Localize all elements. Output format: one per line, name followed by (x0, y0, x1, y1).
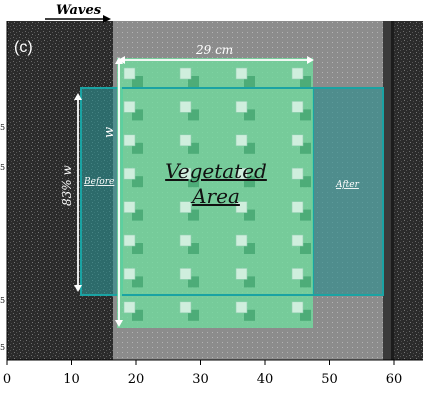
stem-shadow (244, 76, 255, 87)
waves-label: Waves (56, 3, 102, 18)
x-tick-label: 60 (386, 372, 403, 387)
stem-marker (291, 67, 304, 80)
waves-arrow (45, 15, 111, 23)
before-region (80, 87, 123, 296)
stem-shadow (132, 76, 143, 87)
stem-marker (235, 167, 248, 180)
stem-marker (179, 134, 192, 147)
stem-marker (179, 201, 192, 213)
stem-shadow (244, 243, 255, 254)
stem-shadow (188, 209, 199, 221)
x-tick-label: 10 (63, 372, 80, 387)
stem-marker (291, 201, 304, 213)
stem-shadow (244, 142, 255, 154)
w-label: w (102, 127, 117, 138)
left-tick-label: 5 (0, 296, 5, 305)
x-tick-label: 20 (128, 372, 145, 387)
stem-marker (123, 167, 136, 180)
height-arrow (74, 93, 82, 292)
stem-shadow (132, 142, 143, 154)
stem-marker (235, 301, 248, 314)
stem-shadow (132, 109, 143, 121)
stem-marker (291, 134, 304, 147)
stem-marker (123, 67, 136, 80)
stem-marker (291, 234, 304, 247)
stem-marker (123, 201, 136, 213)
after-label: After (335, 180, 360, 190)
stem-marker (123, 101, 136, 113)
after-region (312, 87, 384, 296)
stem-shadow (300, 109, 311, 121)
stem-marker (235, 67, 248, 80)
vegetated-label-line1: Vegetated (165, 159, 267, 183)
stem-markers (123, 67, 311, 321)
stem-shadow (132, 176, 143, 188)
stem-marker (291, 101, 304, 113)
vegetated-label-line2: Area (190, 184, 240, 208)
x-tick-label: 50 (321, 372, 338, 387)
left-tick-label: 5 (0, 163, 5, 172)
stem-shadow (300, 276, 311, 288)
w-arrow (115, 57, 123, 327)
stem-shadow (300, 243, 311, 254)
stem-marker (179, 234, 192, 247)
stem-shadow (188, 276, 199, 288)
stem-marker (291, 301, 304, 314)
stem-shadow (300, 209, 311, 221)
stem-shadow (132, 276, 143, 288)
x-tick-label: 40 (257, 372, 274, 387)
right-rail (383, 21, 391, 360)
width-arrow (118, 56, 314, 64)
stem-marker (179, 268, 192, 280)
stem-shadow (300, 142, 311, 154)
height-label: 83% w (60, 165, 74, 206)
x-axis: 0 10 20 30 40 50 60 (3, 21, 423, 387)
before-label: Before (83, 177, 114, 187)
panel-label: (c) (14, 39, 33, 56)
stem-marker (123, 234, 136, 247)
stem-shadow (244, 276, 255, 288)
x-tick-label: 30 (192, 372, 209, 387)
stem-shadow (132, 209, 143, 221)
stem-shadow (244, 209, 255, 221)
stem-marker (179, 67, 192, 80)
left-ticks: 5 5 5 5 (0, 123, 5, 352)
stem-shadow (244, 176, 255, 188)
stem-shadow (188, 243, 199, 254)
vegetated-region (117, 58, 313, 328)
stem-shadow (188, 309, 199, 321)
stem-shadow (188, 76, 199, 87)
stem-marker (179, 167, 192, 180)
stem-shadow (244, 309, 255, 321)
stem-shadow (300, 309, 311, 321)
stem-marker (123, 268, 136, 280)
stem-marker (235, 201, 248, 213)
stem-marker (291, 268, 304, 280)
stem-marker (179, 301, 192, 314)
stem-marker (235, 134, 248, 147)
stem-shadow (132, 243, 143, 254)
stem-shadow (300, 76, 311, 87)
stem-marker (235, 234, 248, 247)
left-tick-label: 5 (0, 123, 5, 132)
right-rail-edge (391, 21, 394, 360)
stem-marker (291, 167, 304, 180)
width-label: 29 cm (195, 43, 233, 57)
x-tick-label: 0 (3, 372, 11, 387)
stem-shadow (244, 109, 255, 121)
stem-marker (179, 101, 192, 113)
left-tick-label: 5 (0, 343, 5, 352)
stem-shadow (132, 309, 143, 321)
stem-marker (123, 301, 136, 314)
stem-shadow (300, 176, 311, 188)
stem-marker (235, 101, 248, 113)
stem-marker (235, 268, 248, 280)
stem-marker (123, 134, 136, 147)
stem-shadow (188, 142, 199, 154)
stem-shadow (188, 176, 199, 188)
stem-shadow (188, 109, 199, 121)
